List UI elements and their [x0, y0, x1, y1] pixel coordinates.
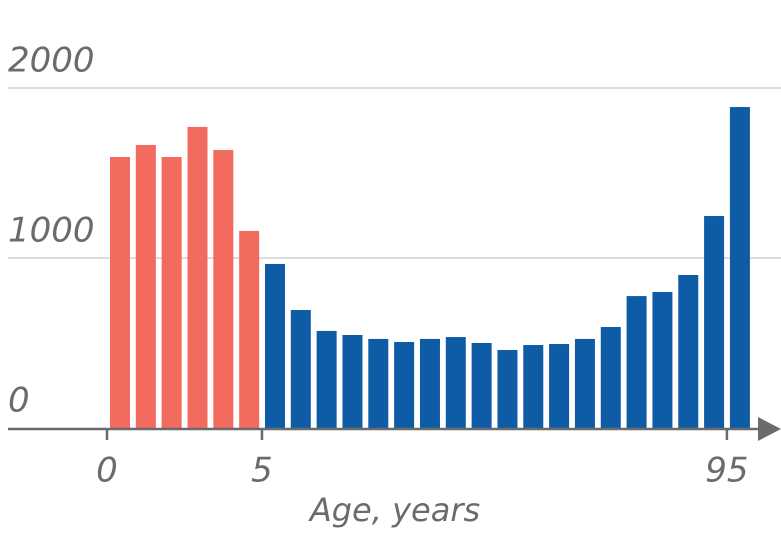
bar [135, 144, 156, 428]
bar [600, 327, 621, 428]
x-tick-label: 5 [251, 451, 273, 491]
bar [187, 126, 208, 429]
bar [574, 338, 595, 428]
bar [316, 330, 337, 428]
bar [626, 296, 647, 428]
bar [239, 230, 260, 428]
bar [704, 216, 725, 428]
bar [652, 292, 673, 428]
y-tick-label: 1000 [8, 211, 95, 251]
y-tick-label: 2000 [8, 41, 95, 81]
bar [445, 337, 466, 428]
bar [523, 345, 544, 428]
bar [110, 157, 130, 428]
axis-arrow [758, 417, 781, 441]
bar [394, 341, 415, 428]
bar [264, 263, 285, 428]
bar [342, 335, 363, 428]
bar [549, 344, 570, 428]
x-tick-label: 0 [96, 451, 118, 491]
bar [290, 310, 311, 428]
bar [678, 275, 699, 428]
bar [497, 349, 518, 428]
bar [368, 338, 389, 428]
y-tick-label: 0 [8, 381, 30, 421]
bar [729, 107, 750, 428]
x-axis-label: Age, years [308, 491, 480, 529]
x-tick-label: 95 [705, 451, 748, 491]
bar [471, 343, 492, 428]
bar [161, 157, 182, 428]
bar [213, 150, 234, 429]
bar [419, 338, 440, 428]
